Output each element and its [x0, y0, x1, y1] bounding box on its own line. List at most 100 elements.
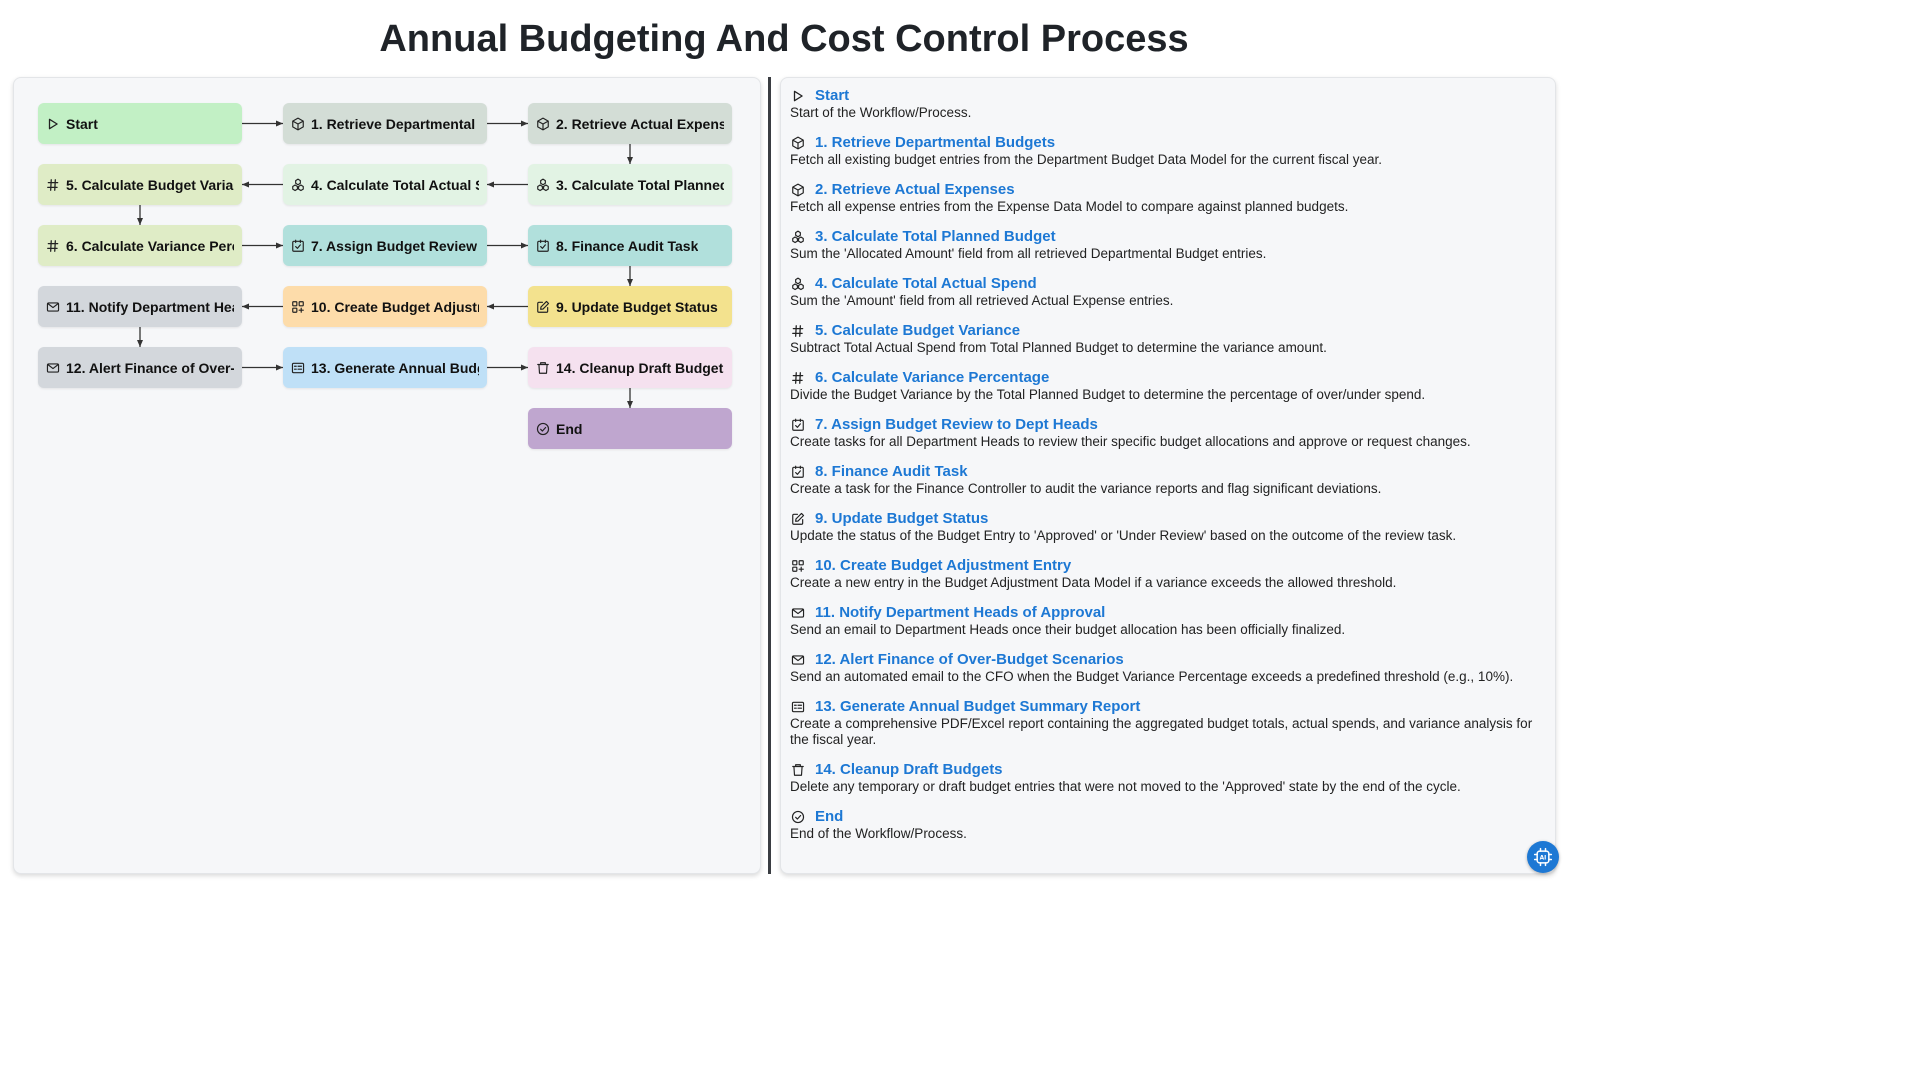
diagram-node-start[interactable]: Start [38, 103, 242, 144]
diagram-node-n4[interactable]: 4. Calculate Total Actual Sp [283, 164, 487, 205]
step-item: 12. Alert Finance of Over-Budget Scenari… [790, 651, 1542, 685]
cube-icon [536, 117, 550, 131]
edit-icon [791, 512, 805, 526]
diagram-node-n1[interactable]: 1. Retrieve Departmental B [283, 103, 487, 144]
diagram-node-label: 11. Notify Department Head [66, 298, 234, 315]
trash-icon [791, 763, 805, 777]
step-title[interactable]: 9. Update Budget Status [815, 510, 989, 527]
step-title[interactable]: 7. Assign Budget Review to Dept Heads [815, 416, 1098, 433]
checkbox-icon [791, 465, 805, 479]
step-item: Start Start of the Workflow/Process. [790, 87, 1542, 121]
step-item: 4. Calculate Total Actual Spend Sum the '… [790, 275, 1542, 309]
hash-icon [791, 371, 805, 385]
hash-icon [46, 178, 60, 192]
cube-icon [791, 183, 805, 197]
cluster-icon [291, 178, 305, 192]
diagram-panel [13, 77, 761, 874]
diagram-node-n3[interactable]: 3. Calculate Total Planned I [528, 164, 732, 205]
diagram-node-label: 1. Retrieve Departmental B [311, 115, 479, 132]
step-item: 2. Retrieve Actual Expenses Fetch all exp… [790, 181, 1542, 215]
step-title[interactable]: 8. Finance Audit Task [815, 463, 968, 480]
diagram-node-n10[interactable]: 10. Create Budget Adjustm [283, 286, 487, 327]
step-title[interactable]: 6. Calculate Variance Percentage [815, 369, 1050, 386]
mail-icon [46, 300, 60, 314]
hash-icon [791, 324, 805, 338]
diagram-node-n14[interactable]: 14. Cleanup Draft Budgets [528, 347, 732, 388]
step-item: 9. Update Budget Status Update the status… [790, 510, 1542, 544]
diagram-node-label: 2. Retrieve Actual Expense [556, 115, 724, 132]
step-item: 1. Retrieve Departmental Budgets Fetch al… [790, 134, 1542, 168]
step-description: Create tasks for all Department Heads to… [790, 434, 1471, 449]
mail-icon [791, 653, 805, 667]
play-icon [791, 89, 805, 103]
cluster-icon [791, 230, 805, 244]
checkbox-icon [791, 418, 805, 432]
step-title[interactable]: 5. Calculate Budget Variance [815, 322, 1021, 339]
step-item: 7. Assign Budget Review to Dept Heads Cre… [790, 416, 1542, 450]
step-title[interactable]: 10. Create Budget Adjustment Entry [815, 557, 1072, 574]
diagram-node-n13[interactable]: 13. Generate Annual Budge [283, 347, 487, 388]
panel-divider[interactable] [768, 77, 771, 874]
diagram-node-label: 3. Calculate Total Planned I [556, 176, 724, 193]
mail-icon [46, 361, 60, 375]
diagram-node-n9[interactable]: 9. Update Budget Status [528, 286, 732, 327]
diagram-node-label: 13. Generate Annual Budge [311, 359, 479, 376]
step-description: Divide the Budget Variance by the Total … [790, 387, 1426, 402]
play-icon [46, 117, 60, 131]
step-item: 11. Notify Department Heads of Approval S… [790, 604, 1542, 638]
diagram-node-label: 7. Assign Budget Review tc [311, 237, 479, 254]
step-item: 14. Cleanup Draft Budgets Delete any temp… [790, 761, 1542, 795]
diagram-node-label: 4. Calculate Total Actual Sp [311, 176, 479, 193]
grid-plus-icon [791, 559, 805, 573]
diagram-node-label: 5. Calculate Budget Varianc [66, 176, 234, 193]
step-item: 8. Finance Audit Task Create a task for t… [790, 463, 1542, 497]
step-description: Fetch all expense entries from the Expen… [790, 199, 1349, 214]
step-title[interactable]: 1. Retrieve Departmental Budgets [815, 134, 1056, 151]
diagram-node-label: End [556, 420, 583, 437]
step-item: 6. Calculate Variance Percentage Divide t… [790, 369, 1542, 403]
diagram-node-end[interactable]: End [528, 408, 732, 449]
trash-icon [536, 361, 550, 375]
diagram-node-n7[interactable]: 7. Assign Budget Review tc [283, 225, 487, 266]
step-description: Create a comprehensive PDF/Excel report … [790, 716, 1533, 747]
mail-icon [791, 606, 805, 620]
step-description: Start of the Workflow/Process. [790, 105, 972, 120]
diagram-node-n11[interactable]: 11. Notify Department Head [38, 286, 242, 327]
steps-panel [780, 77, 1556, 874]
cluster-icon [791, 277, 805, 291]
diagram-node-label: 9. Update Budget Status [556, 298, 718, 315]
edit-icon [536, 300, 550, 314]
step-description: Subtract Total Actual Spend from Total P… [790, 340, 1327, 355]
diagram-node-n8[interactable]: 8. Finance Audit Task [528, 225, 732, 266]
step-description: Fetch all existing budget entries from t… [790, 152, 1383, 167]
step-title[interactable]: 11. Notify Department Heads of Approval [815, 604, 1106, 621]
step-title[interactable]: 12. Alert Finance of Over-Budget Scenari… [815, 651, 1124, 668]
step-title[interactable]: 3. Calculate Total Planned Budget [815, 228, 1056, 245]
step-title[interactable]: 4. Calculate Total Actual Spend [815, 275, 1037, 292]
checkbox-icon [536, 239, 550, 253]
diagram-node-n2[interactable]: 2. Retrieve Actual Expense [528, 103, 732, 144]
report-icon [791, 700, 805, 714]
grid-plus-icon [291, 300, 305, 314]
diagram-node-n6[interactable]: 6. Calculate Variance Perce [38, 225, 242, 266]
chip-icon: AI [1533, 847, 1553, 867]
checkbox-icon [291, 239, 305, 253]
step-item: 3. Calculate Total Planned Budget Sum the… [790, 228, 1542, 262]
step-title[interactable]: 13. Generate Annual Budget Summary Repor… [815, 698, 1141, 715]
diagram-node-n5[interactable]: 5. Calculate Budget Varianc [38, 164, 242, 205]
step-description: End of the Workflow/Process. [790, 826, 967, 841]
step-description: Sum the 'Amount' field from all retrieve… [790, 293, 1174, 308]
report-icon [291, 361, 305, 375]
diagram-node-n12[interactable]: 12. Alert Finance of Over-B [38, 347, 242, 388]
step-title[interactable]: 14. Cleanup Draft Budgets [815, 761, 1003, 778]
svg-text:AI: AI [1540, 856, 1547, 862]
cluster-icon [536, 178, 550, 192]
assistant-button[interactable]: AI [1527, 841, 1559, 873]
step-title[interactable]: Start [815, 87, 850, 104]
diagram-node-label: 6. Calculate Variance Perce [66, 237, 234, 254]
diagram-node-label: 14. Cleanup Draft Budgets [556, 359, 724, 376]
step-title[interactable]: 2. Retrieve Actual Expenses [815, 181, 1015, 198]
diagram-node-label: 10. Create Budget Adjustm [311, 298, 479, 315]
step-item: 10. Create Budget Adjustment Entry Create… [790, 557, 1542, 591]
step-title[interactable]: End [815, 808, 844, 825]
